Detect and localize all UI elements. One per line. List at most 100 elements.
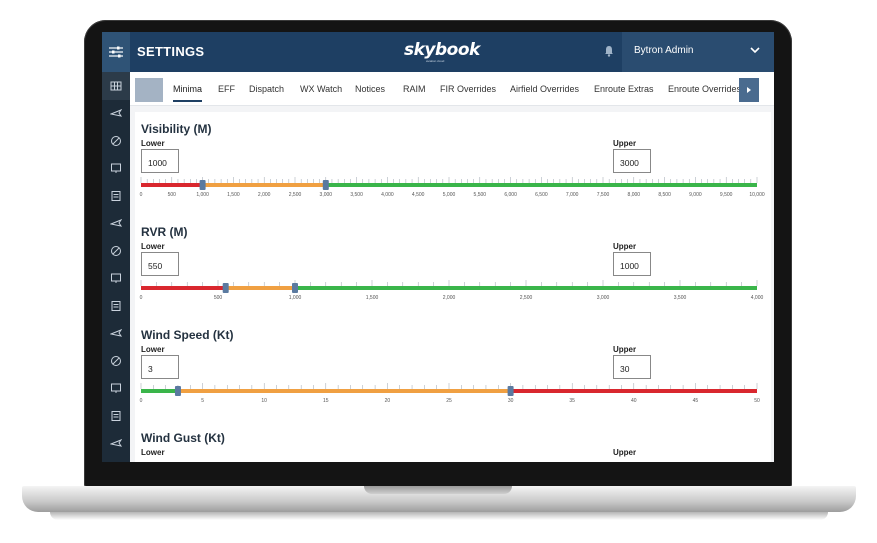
slider-segment-red xyxy=(141,286,226,290)
sidebar-item-7[interactable] xyxy=(102,265,130,293)
upper-handle[interactable] xyxy=(292,283,298,293)
tab-enroute-overrides[interactable]: Enroute Overrides xyxy=(668,84,742,94)
sidebar-item-12[interactable] xyxy=(102,402,130,430)
tick-label: 6,500 xyxy=(535,192,548,198)
tab-notices[interactable]: Notices xyxy=(355,84,386,94)
upper-handle[interactable] xyxy=(507,386,514,396)
upper-input[interactable]: 3000 xyxy=(613,149,651,173)
skybook-logo: skybook xyxy=(404,40,480,60)
top-bar: SETTINGS skybook aviation cloud Bytron A… xyxy=(102,32,774,72)
tick-label: 4,000 xyxy=(381,192,394,198)
sidebar-item-5[interactable] xyxy=(102,210,130,238)
chevron-down-icon xyxy=(750,46,760,54)
sidebar-item-9[interactable] xyxy=(102,320,130,348)
sidebar-item-0[interactable] xyxy=(102,72,130,100)
tick-label: 500 xyxy=(167,192,176,198)
plane-icon xyxy=(110,109,122,117)
slider-segment-red xyxy=(510,389,757,393)
tick-label: 5 xyxy=(201,398,204,404)
tab-enroute-extras[interactable]: Enroute Extras xyxy=(594,84,654,94)
slider-segment-red xyxy=(141,183,203,187)
tick-label: 3,500 xyxy=(673,295,687,301)
tick-label: 1,000 xyxy=(288,295,302,301)
lower-input[interactable]: 550 xyxy=(141,252,179,276)
tab-thumbnail xyxy=(135,78,163,102)
upper-input[interactable]: 1000 xyxy=(613,252,651,276)
tab-minima[interactable]: Minima xyxy=(173,84,203,102)
tick-label: 40 xyxy=(631,398,637,404)
laptop-shadow xyxy=(50,512,828,520)
minima-settings-panel: Visibility (M) Lower Upper 1000 3000 0 500 1,00… xyxy=(135,112,771,462)
tab-scroll-right-button[interactable] xyxy=(739,78,759,102)
lower-input[interactable]: 1000 xyxy=(141,149,179,173)
section-rvr-m: RVR (M) Lower Upper 550 1000 0 500 1,000 1,500 2,… xyxy=(135,225,771,325)
upper-label: Upper xyxy=(613,448,637,457)
upper-label: Upper xyxy=(613,139,637,148)
tick-label: 35 xyxy=(569,398,575,404)
sidebar-item-4[interactable] xyxy=(102,182,130,210)
section-title: Wind Speed (Kt) xyxy=(141,328,234,342)
section-visibility-m: Visibility (M) Lower Upper 1000 3000 0 500 1,00… xyxy=(135,122,771,222)
tick-label: 5,500 xyxy=(473,192,487,198)
upper-label: Upper xyxy=(613,345,637,354)
tick-label: 20 xyxy=(384,398,391,404)
sidebar xyxy=(102,72,130,462)
tab-eff[interactable]: EFF xyxy=(218,84,235,94)
section-wind-gust-kt: Wind Gust (Kt) Lower Upper xyxy=(135,431,771,462)
upper-input[interactable]: 30 xyxy=(613,355,651,379)
tab-dispatch[interactable]: Dispatch xyxy=(249,84,285,94)
tick-label: 500 xyxy=(213,295,223,301)
sidebar-item-8[interactable] xyxy=(102,292,130,320)
edit-icon xyxy=(110,329,122,337)
logo-subtitle: aviation cloud xyxy=(426,59,445,63)
range-slider[interactable] xyxy=(135,176,771,190)
user-name: Bytron Admin xyxy=(634,45,694,56)
bar-chart-icon xyxy=(111,355,121,366)
sliders-menu-icon[interactable] xyxy=(102,32,130,72)
globe-icon xyxy=(111,163,121,174)
tick-label: 1,000 xyxy=(196,192,209,198)
gear-icon xyxy=(110,439,122,447)
user-menu[interactable]: Bytron Admin xyxy=(622,32,774,72)
tab-raim[interactable]: RAIM xyxy=(403,84,426,94)
sidebar-item-10[interactable] xyxy=(102,347,130,375)
tick-label: 5,000 xyxy=(442,192,456,198)
laptop-notch xyxy=(364,486,512,494)
sidebar-item-1[interactable] xyxy=(102,100,130,128)
tick-label: 9,000 xyxy=(689,192,702,198)
plane-cloud-icon xyxy=(111,245,121,256)
tick-label: 7,500 xyxy=(596,192,610,198)
page-title: SETTINGS xyxy=(137,44,205,59)
sidebar-item-2[interactable] xyxy=(102,127,130,155)
tick-label: 7,000 xyxy=(565,192,579,198)
tick-label: 2,000 xyxy=(257,192,271,198)
bell-icon[interactable] xyxy=(604,45,614,57)
range-slider[interactable] xyxy=(135,279,771,293)
tick-label: 4,500 xyxy=(411,192,425,198)
tick-label: 1,500 xyxy=(365,295,379,301)
sidebar-item-3[interactable] xyxy=(102,155,130,183)
app-screen: SETTINGS skybook aviation cloud Bytron A… xyxy=(102,32,774,462)
tab-fir-overrides[interactable]: FIR Overrides xyxy=(440,84,497,94)
lower-label: Lower xyxy=(141,448,165,457)
tab-wx-watch[interactable]: WX Watch xyxy=(300,84,343,94)
weather-icon xyxy=(111,273,121,284)
range-slider[interactable] xyxy=(135,382,771,396)
section-title: Visibility (M) xyxy=(141,122,212,136)
sidebar-item-11[interactable] xyxy=(102,375,130,403)
tick-label: 2,500 xyxy=(519,295,533,301)
tab-bar: Minima EFF Dispatch WX Watch Notices RAIM FIR … xyxy=(130,72,774,106)
lower-handle[interactable] xyxy=(222,283,229,293)
tick-label: 2,500 xyxy=(288,192,302,198)
tick-label: 9,500 xyxy=(719,192,733,198)
tab-airfield-overrides[interactable]: Airfield Overrides xyxy=(510,84,580,94)
tick-label: 2,000 xyxy=(442,295,456,301)
sidebar-item-6[interactable] xyxy=(102,237,130,265)
slider-segment-green xyxy=(141,389,178,393)
lower-handle[interactable] xyxy=(174,386,181,396)
upper-handle[interactable] xyxy=(322,180,329,190)
lower-input[interactable]: 3 xyxy=(141,355,179,379)
sidebar-item-13[interactable] xyxy=(102,430,130,458)
lower-handle[interactable] xyxy=(199,180,206,190)
